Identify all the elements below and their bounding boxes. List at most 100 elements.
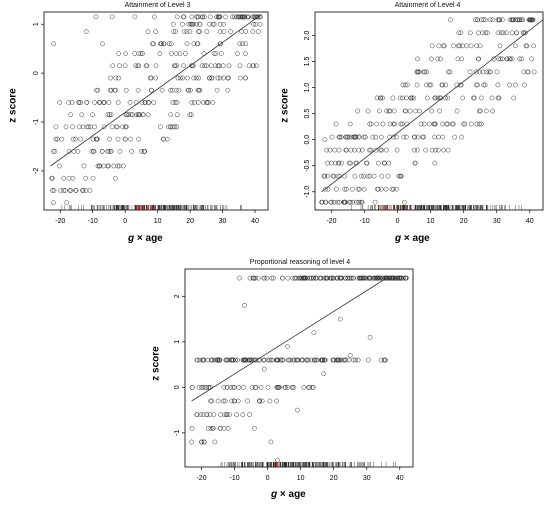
data-point (170, 124, 176, 130)
data-point (476, 121, 482, 127)
data-point (112, 87, 118, 93)
data-point (221, 384, 227, 390)
data-point (120, 163, 126, 169)
data-point (212, 439, 218, 445)
data-point (377, 275, 383, 281)
data-point (76, 124, 82, 130)
data-point (221, 21, 226, 27)
data-point (194, 21, 200, 27)
data-point (135, 112, 141, 118)
data-point (199, 439, 204, 445)
data-point (504, 30, 509, 36)
data-point (423, 147, 429, 153)
data-point (401, 199, 407, 205)
data-point (409, 95, 415, 101)
data-point (519, 17, 524, 23)
data-point (93, 14, 99, 20)
data-point (467, 30, 473, 36)
data-point (491, 56, 497, 62)
data-point (347, 121, 353, 127)
data-point (70, 175, 76, 181)
data-point (120, 124, 126, 130)
data-point (311, 275, 316, 281)
data-point (345, 275, 351, 281)
data-point (513, 17, 518, 23)
data-point (188, 63, 194, 69)
data-point (242, 303, 247, 308)
data-point (306, 384, 311, 390)
data-point (313, 275, 319, 281)
data-point (199, 384, 205, 390)
data-point (122, 63, 128, 69)
data-point (195, 14, 201, 20)
data-point (80, 124, 86, 130)
data-point (355, 186, 361, 192)
data-point (421, 69, 427, 75)
data-point (424, 69, 430, 75)
data-point (227, 412, 232, 418)
data-point (375, 186, 381, 192)
data-point (242, 357, 248, 363)
data-point (322, 173, 327, 179)
data-point (158, 41, 164, 47)
data-point (188, 87, 193, 93)
data-point (339, 160, 345, 166)
data-point (252, 425, 257, 431)
data-point (495, 82, 501, 88)
data-point (346, 160, 352, 166)
data-point (480, 69, 486, 75)
data-point (51, 148, 56, 154)
data-point (209, 75, 214, 81)
data-point (221, 425, 227, 431)
data-point (291, 384, 297, 390)
data-point (417, 108, 422, 114)
data-point (185, 87, 191, 93)
data-point (507, 17, 513, 23)
data-point (237, 63, 243, 69)
data-point (86, 124, 92, 130)
data-point (501, 30, 506, 36)
data-point (411, 147, 417, 153)
data-point (378, 147, 383, 153)
data-point (329, 199, 335, 205)
data-point (494, 69, 500, 75)
data-point (128, 136, 134, 142)
data-point (193, 75, 199, 81)
data-point (115, 163, 121, 169)
x-tick-label: -10 (88, 218, 98, 225)
data-point (531, 69, 537, 75)
data-point (301, 384, 307, 390)
data-point (247, 275, 253, 281)
data-point (99, 148, 105, 154)
data-point (404, 275, 409, 281)
data-point (356, 199, 362, 205)
data-point (407, 108, 413, 114)
data-point (189, 384, 195, 390)
data-point (459, 134, 464, 140)
data-point (158, 124, 163, 130)
data-point (520, 17, 526, 23)
data-point (132, 14, 138, 20)
data-point (447, 69, 453, 75)
data-point (445, 147, 451, 153)
data-point (245, 398, 250, 404)
data-point (138, 51, 144, 56)
data-point (198, 412, 204, 418)
data-point (328, 199, 334, 205)
data-point (96, 163, 102, 169)
x-axis-label: g × age (395, 233, 430, 244)
data-point (412, 134, 417, 140)
data-point (239, 29, 245, 34)
data-point (123, 112, 129, 118)
data-point (184, 41, 190, 47)
data-point (354, 199, 359, 205)
data-point (436, 134, 441, 140)
data-point (379, 134, 384, 140)
data-point (70, 136, 76, 142)
data-point (153, 29, 158, 34)
x-tick-label: 20 (330, 475, 338, 482)
data-point (133, 63, 139, 69)
data-point (243, 41, 249, 47)
data-point (474, 69, 479, 75)
data-point (336, 147, 342, 153)
